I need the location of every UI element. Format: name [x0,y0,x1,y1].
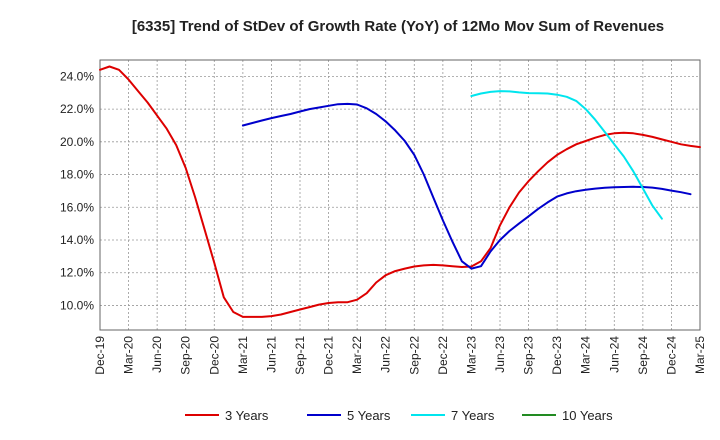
legend: 3 Years 5 Years 7 Years 10 Years [185,408,613,423]
x-axis: Dec-19 Mar-20 Jun-20 Sep-20 Dec-20 Mar-21 Jun-… [93,336,707,375]
x-tick-label: Jun-21 [264,336,278,373]
x-tick-label: Jun-24 [607,336,621,373]
x-tick-label: Sep-20 [179,336,193,375]
series-line-5-years [241,102,692,270]
y-tick-label: 20.0% [60,135,94,149]
chart-title: [6335] Trend of StDev of Growth Rate (Yo… [132,18,664,35]
x-tick-label: Dec-23 [550,336,564,375]
legend-label: 5 Years [347,408,391,423]
plot-area [99,59,701,331]
y-tick-label: 22.0% [60,102,94,116]
x-tick-label: Mar-23 [464,336,478,374]
x-tick-label: Dec-20 [207,336,221,375]
x-tick-label: Sep-23 [522,336,536,375]
y-tick-label: 16.0% [60,200,94,214]
x-tick-label: Sep-24 [636,336,650,375]
x-tick-label: Jun-20 [150,336,164,373]
x-tick-label: Mar-21 [236,336,250,374]
x-tick-label: Mar-22 [350,336,364,374]
x-tick-label: Dec-19 [93,336,107,375]
y-axis: 10.0% 12.0% 14.0% 16.0% 18.0% 20.0% 22.0% 24.0% [60,69,94,312]
legend-label: 3 Years [225,408,269,423]
y-tick-label: 18.0% [60,168,94,182]
x-tick-label: Jun-22 [379,336,393,373]
x-tick-label: Jun-23 [493,336,507,373]
x-tick-label: Mar-24 [579,336,593,374]
legend-label: 10 Years [562,408,613,423]
legend-label: 7 Years [451,408,495,423]
y-tick-label: 24.0% [60,69,94,83]
x-tick-label: Dec-24 [664,336,678,375]
x-tick-label: Dec-22 [436,336,450,375]
x-tick-label: Sep-22 [407,336,421,375]
y-tick-label: 10.0% [60,298,94,312]
x-tick-label: Mar-20 [122,336,136,374]
y-tick-label: 12.0% [60,266,94,280]
x-tick-label: Mar-25 [693,336,707,374]
x-tick-label: Sep-21 [293,336,307,375]
x-tick-label: Dec-21 [322,336,336,375]
y-tick-label: 14.0% [60,233,94,247]
series-layer [99,65,701,318]
grid [100,60,700,330]
series-line-7-years [470,90,663,220]
series-line-3-years [99,65,701,318]
